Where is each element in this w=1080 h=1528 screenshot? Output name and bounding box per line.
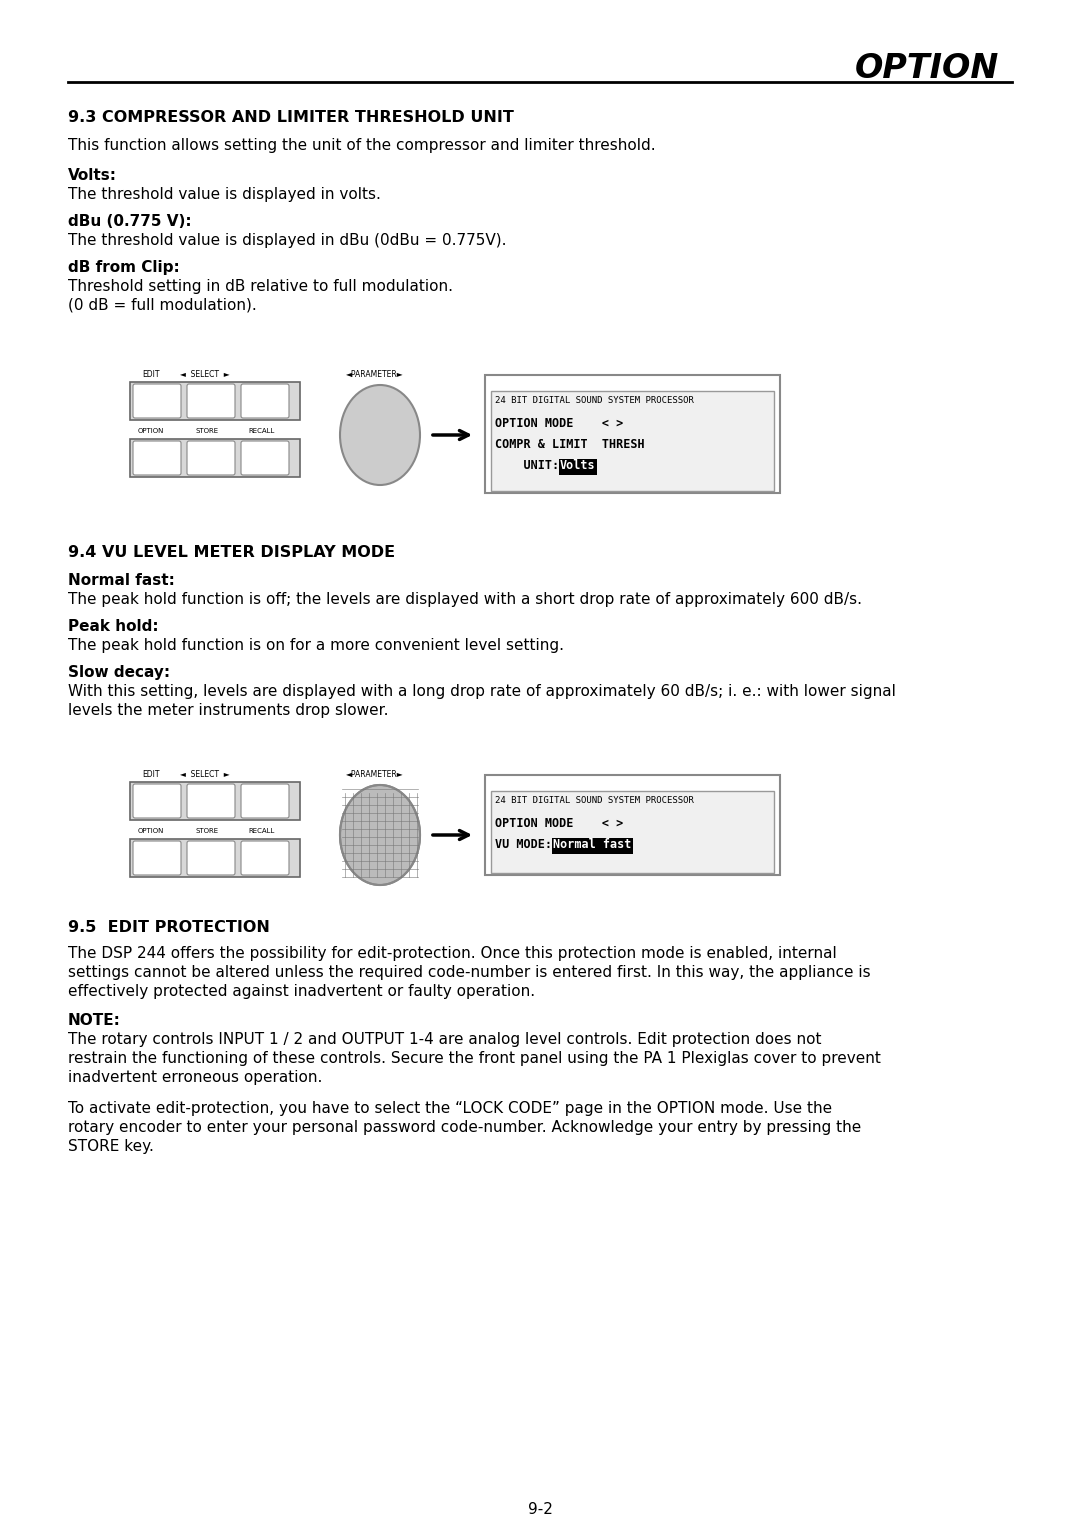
Text: ◄  SELECT  ►: ◄ SELECT ► — [180, 770, 230, 779]
FancyBboxPatch shape — [187, 442, 235, 475]
Text: To activate edit-protection, you have to select the “LOCK CODE” page in the OPTI: To activate edit-protection, you have to… — [68, 1102, 832, 1115]
FancyBboxPatch shape — [133, 442, 181, 475]
Text: The peak hold function is on for a more convenient level setting.: The peak hold function is on for a more … — [68, 639, 564, 652]
FancyBboxPatch shape — [187, 384, 235, 419]
Bar — [130, 782, 300, 821]
Ellipse shape — [340, 385, 420, 484]
Text: inadvertent erroneous operation.: inadvertent erroneous operation. — [68, 1070, 322, 1085]
Text: Slow decay:: Slow decay: — [68, 665, 171, 680]
Text: The threshold value is displayed in dBu (0dBu = 0.775V).: The threshold value is displayed in dBu … — [68, 232, 507, 248]
Text: Volts: Volts — [559, 458, 595, 472]
Bar — [485, 775, 780, 876]
Text: OPTION MODE    < >: OPTION MODE < > — [495, 817, 623, 830]
FancyBboxPatch shape — [133, 840, 181, 876]
Bar — [130, 382, 300, 420]
Text: levels the meter instruments drop slower.: levels the meter instruments drop slower… — [68, 703, 389, 718]
Bar — [558, 458, 597, 475]
Bar — [491, 391, 774, 490]
FancyBboxPatch shape — [187, 784, 235, 817]
Text: EDIT: EDIT — [141, 370, 160, 379]
FancyBboxPatch shape — [241, 784, 289, 817]
FancyBboxPatch shape — [241, 384, 289, 419]
Text: (0 dB = full modulation).: (0 dB = full modulation). — [68, 298, 257, 313]
FancyBboxPatch shape — [241, 840, 289, 876]
Text: 9.3 COMPRESSOR AND LIMITER THRESHOLD UNIT: 9.3 COMPRESSOR AND LIMITER THRESHOLD UNI… — [68, 110, 514, 125]
Text: The DSP 244 offers the possibility for edit-protection. Once this protection mod: The DSP 244 offers the possibility for e… — [68, 946, 837, 961]
Text: dBu (0.775 V):: dBu (0.775 V): — [68, 214, 191, 229]
Text: The rotary controls INPUT 1 / 2 and OUTPUT 1-4 are analog level controls. Edit p: The rotary controls INPUT 1 / 2 and OUTP… — [68, 1031, 822, 1047]
Text: ◄  SELECT  ►: ◄ SELECT ► — [180, 370, 230, 379]
Text: Normal fast: Normal fast — [553, 837, 631, 851]
Text: 9.5  EDIT PROTECTION: 9.5 EDIT PROTECTION — [68, 920, 270, 935]
Text: 24 BIT DIGITAL SOUND SYSTEM PROCESSOR: 24 BIT DIGITAL SOUND SYSTEM PROCESSOR — [495, 396, 693, 405]
Text: RECALL: RECALL — [248, 428, 274, 434]
FancyBboxPatch shape — [241, 442, 289, 475]
Text: Threshold setting in dB relative to full modulation.: Threshold setting in dB relative to full… — [68, 280, 453, 293]
Text: NOTE:: NOTE: — [68, 1013, 121, 1028]
Ellipse shape — [340, 785, 420, 885]
Text: OPTION: OPTION — [138, 828, 164, 834]
Text: settings cannot be altered unless the required code-number is entered first. In : settings cannot be altered unless the re… — [68, 966, 870, 979]
Text: restrain the functioning of these controls. Secure the front panel using the PA : restrain the functioning of these contro… — [68, 1051, 881, 1067]
Text: STORE: STORE — [195, 828, 218, 834]
Bar — [130, 439, 300, 477]
Text: UNIT:: UNIT: — [495, 458, 559, 472]
Text: COMPR & LIMIT  THRESH: COMPR & LIMIT THRESH — [495, 439, 645, 451]
Bar — [485, 374, 780, 494]
Text: OPTION: OPTION — [855, 52, 999, 86]
Text: The peak hold function is off; the levels are displayed with a short drop rate o: The peak hold function is off; the level… — [68, 591, 862, 607]
Text: OPTION: OPTION — [138, 428, 164, 434]
FancyBboxPatch shape — [133, 784, 181, 817]
Text: OPTION MODE    < >: OPTION MODE < > — [495, 417, 623, 429]
Text: 24 BIT DIGITAL SOUND SYSTEM PROCESSOR: 24 BIT DIGITAL SOUND SYSTEM PROCESSOR — [495, 796, 693, 805]
Text: ◄PARAMETER►: ◄PARAMETER► — [347, 370, 404, 379]
Text: STORE: STORE — [195, 428, 218, 434]
Bar — [130, 839, 300, 877]
Text: With this setting, levels are displayed with a long drop rate of approximately 6: With this setting, levels are displayed … — [68, 685, 896, 698]
Text: rotary encoder to enter your personal password code-number. Acknowledge your ent: rotary encoder to enter your personal pa… — [68, 1120, 861, 1135]
Text: effectively protected against inadvertent or faulty operation.: effectively protected against inadverten… — [68, 984, 535, 999]
Text: Peak hold:: Peak hold: — [68, 619, 159, 634]
Text: Volts:: Volts: — [68, 168, 117, 183]
Text: STORE key.: STORE key. — [68, 1138, 153, 1154]
Text: Normal fast:: Normal fast: — [68, 573, 175, 588]
Text: RECALL: RECALL — [248, 828, 274, 834]
Bar — [552, 837, 633, 854]
Text: EDIT: EDIT — [141, 770, 160, 779]
Text: dB from Clip:: dB from Clip: — [68, 260, 179, 275]
Text: 9.4 VU LEVEL METER DISPLAY MODE: 9.4 VU LEVEL METER DISPLAY MODE — [68, 545, 395, 559]
FancyBboxPatch shape — [133, 384, 181, 419]
FancyBboxPatch shape — [187, 840, 235, 876]
Bar — [491, 792, 774, 872]
Text: This function allows setting the unit of the compressor and limiter threshold.: This function allows setting the unit of… — [68, 138, 656, 153]
Text: The threshold value is displayed in volts.: The threshold value is displayed in volt… — [68, 186, 381, 202]
Text: VU MODE:: VU MODE: — [495, 837, 552, 851]
Text: ◄PARAMETER►: ◄PARAMETER► — [347, 770, 404, 779]
Text: 9-2: 9-2 — [527, 1502, 553, 1517]
